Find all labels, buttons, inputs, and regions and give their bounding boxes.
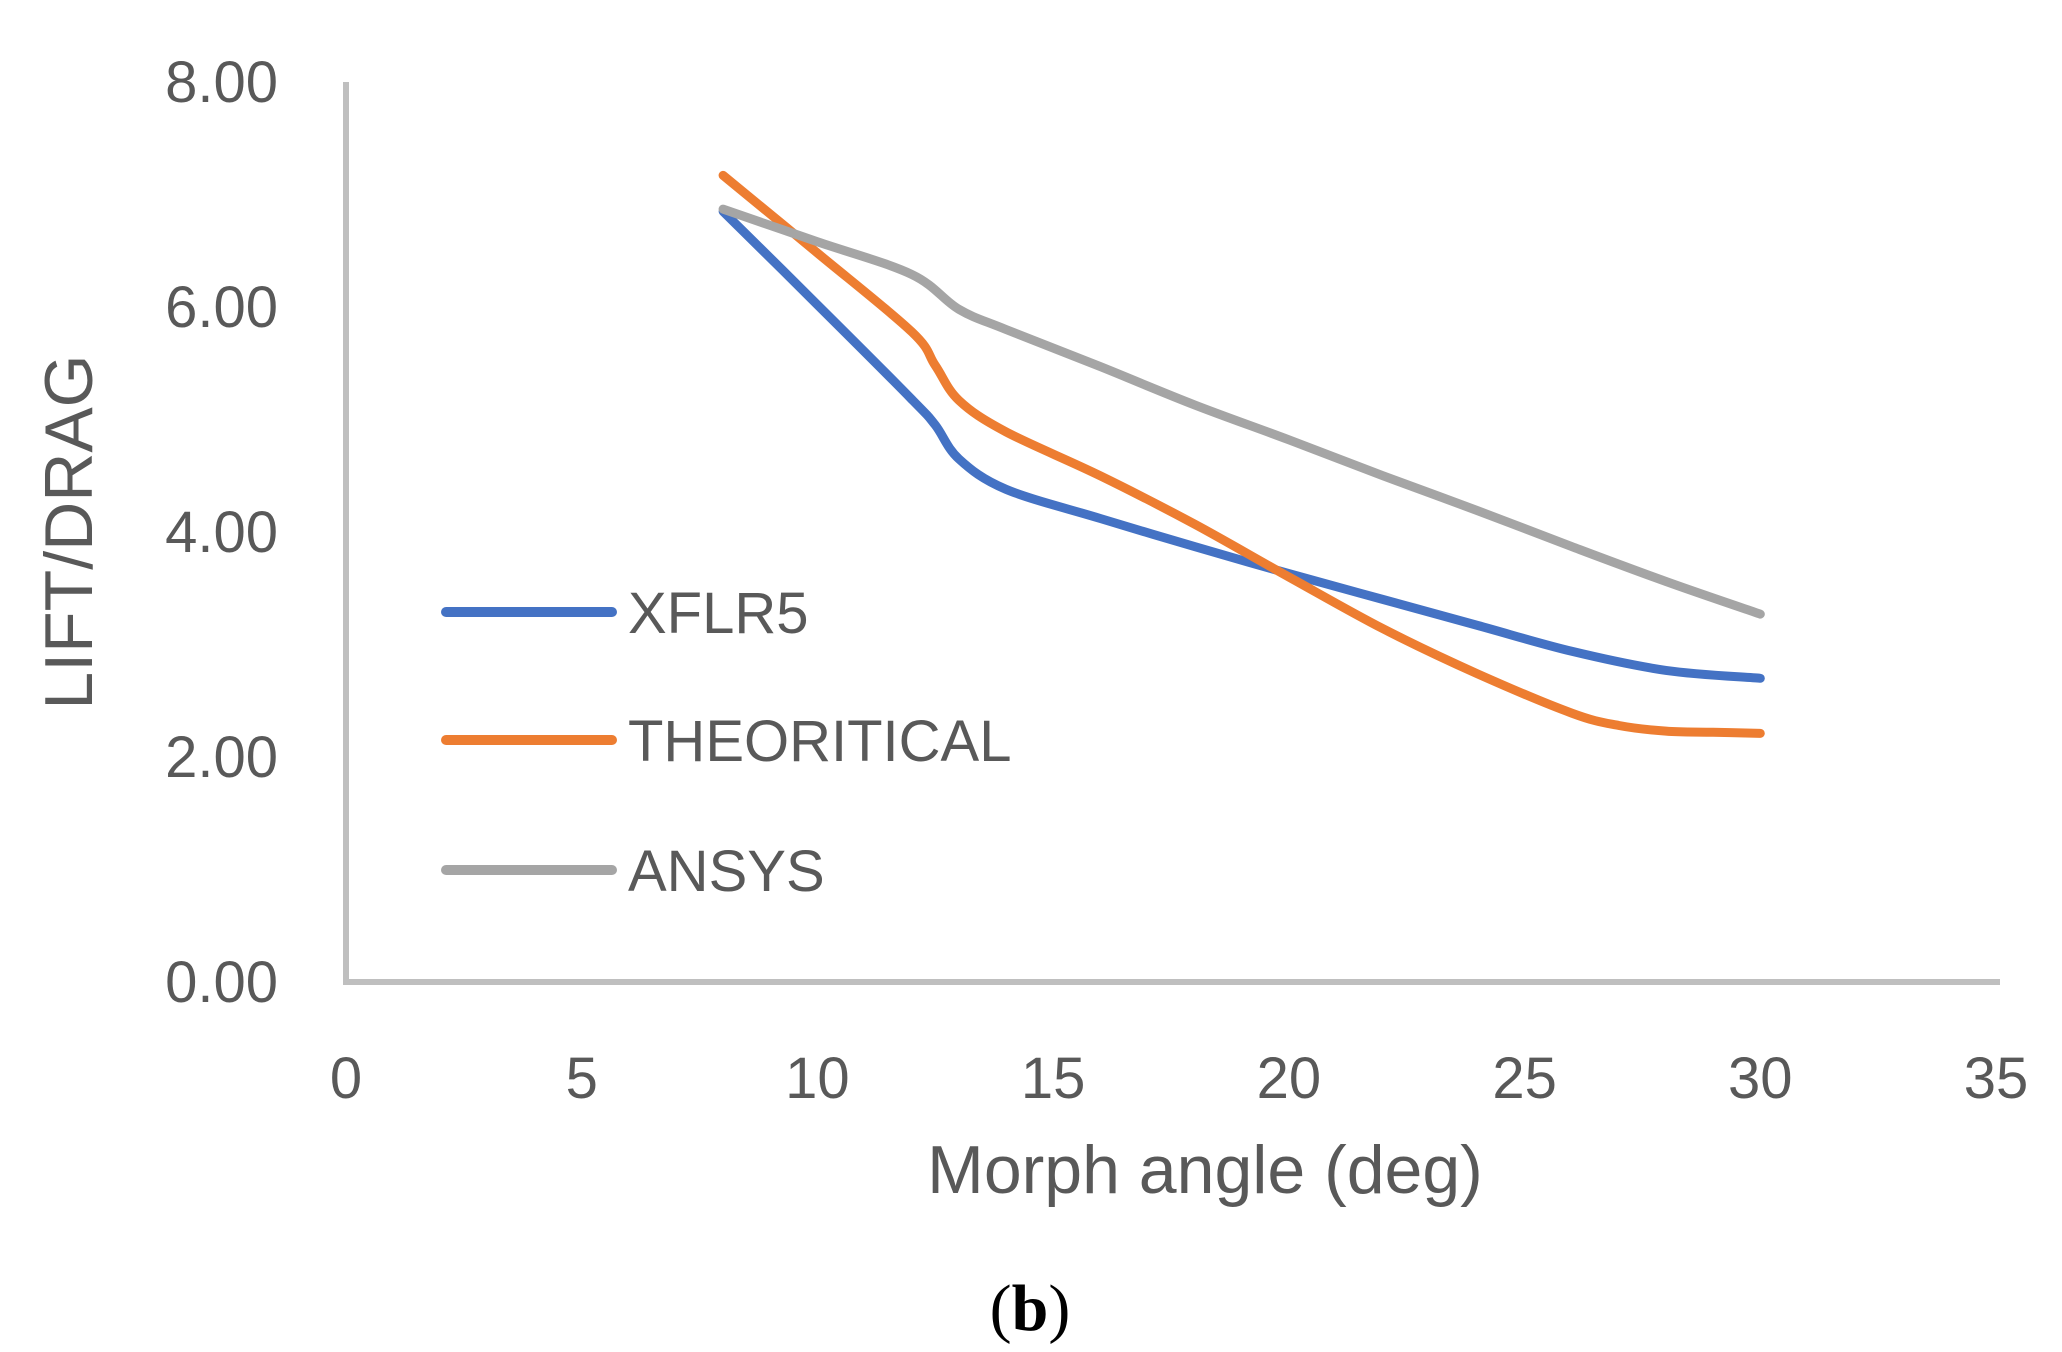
legend: XFLR5 THEORITICAL ANSYS xyxy=(441,581,1012,904)
x-tick-label: 30 xyxy=(1728,1046,1793,1111)
legend-label-ansys: ANSYS xyxy=(628,839,825,904)
x-tick-label: 35 xyxy=(1964,1046,2029,1111)
y-tick-label: 4.00 xyxy=(165,500,278,565)
y-tick-label: 8.00 xyxy=(165,50,278,115)
series-line-ansys xyxy=(718,204,1765,619)
series-line-theoritical xyxy=(718,170,1765,738)
y-axis-title: LIFT/DRAG xyxy=(31,354,107,709)
x-tick-label: 25 xyxy=(1492,1046,1557,1111)
x-tick-labels: 0 5 10 15 20 25 30 35 xyxy=(330,1046,2028,1111)
series-line-xflr5 xyxy=(718,206,1765,683)
x-tick-label: 0 xyxy=(330,1046,362,1111)
legend-label-theoritical: THEORITICAL xyxy=(628,709,1012,774)
series-lines xyxy=(718,170,1765,738)
y-tick-labels: 0.00 2.00 4.00 6.00 8.00 xyxy=(165,50,278,1015)
y-tick-label: 6.00 xyxy=(165,275,278,340)
x-tick-label: 5 xyxy=(566,1046,598,1111)
x-tick-label: 20 xyxy=(1257,1046,1322,1111)
panel-label: (b) xyxy=(990,1272,1071,1345)
x-axis-title: Morph angle (deg) xyxy=(927,1132,1483,1208)
x-tick-label: 10 xyxy=(785,1046,850,1111)
y-tick-label: 0.00 xyxy=(165,950,278,1015)
legend-label-xflr5: XFLR5 xyxy=(628,581,809,646)
y-tick-label: 2.00 xyxy=(165,725,278,790)
x-tick-label: 15 xyxy=(1021,1046,1086,1111)
